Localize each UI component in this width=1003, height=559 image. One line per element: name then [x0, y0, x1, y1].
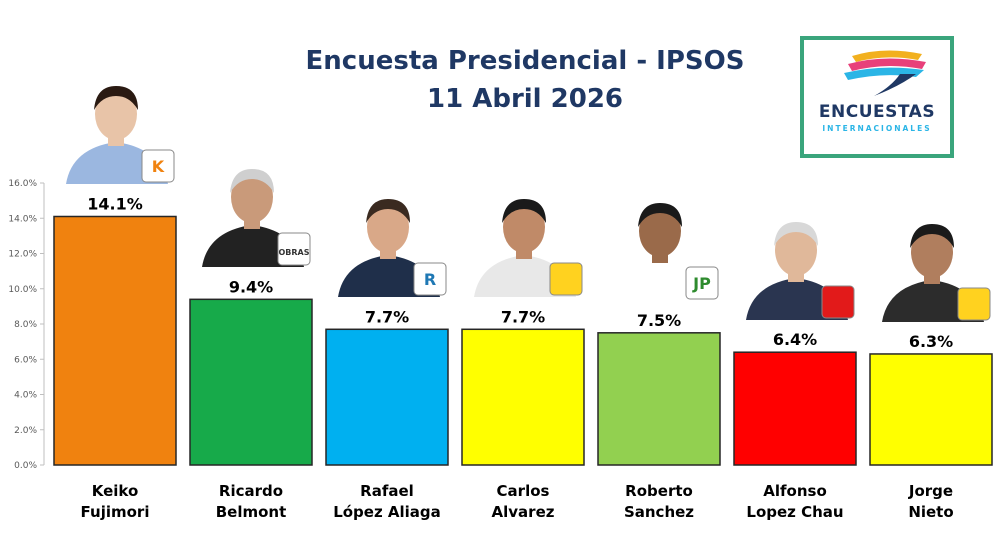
category-label-line: Nieto [908, 503, 954, 521]
y-tick-label: 4.0% [14, 391, 37, 401]
photo-face [95, 88, 137, 141]
category-label: Alfonso Lopez Chau [730, 481, 860, 523]
data-label: 7.7% [501, 307, 545, 326]
photo-hair [366, 199, 410, 224]
y-tick-label: 8.0% [14, 320, 37, 330]
logo-swoosh-icon [844, 50, 926, 96]
candidate-photo [474, 199, 583, 298]
category-label-line: Rafael [360, 482, 414, 500]
photo-face [503, 201, 545, 254]
bar [325, 328, 449, 466]
party-badge-icon [141, 149, 175, 183]
candidate-photo: R [338, 199, 447, 298]
data-label: 14.1% [87, 194, 143, 213]
category-label-line: Belmont [215, 503, 287, 521]
party-badge-text: K [152, 157, 165, 176]
photo-face [911, 225, 953, 278]
chart-title: Encuesta Presidencial - IPSOS 11 Abril 2… [250, 42, 800, 118]
candidate-photo: OBRAS [202, 169, 311, 268]
y-tick-label: 2.0% [14, 426, 37, 436]
category-label: Jorge Nieto [866, 481, 996, 523]
logo-text-sub: INTERNACIONALES [822, 124, 932, 133]
bar [53, 215, 177, 466]
y-tick-label: 0.0% [14, 461, 37, 471]
photo-hair [910, 223, 954, 248]
party-badge-icon [277, 232, 311, 266]
photo-face [639, 204, 681, 257]
photo-hair [502, 199, 546, 224]
data-label: 9.4% [229, 277, 273, 296]
bar [189, 298, 313, 466]
category-label-line: Alfonso [763, 482, 827, 500]
y-tick-label: 16.0% [8, 179, 37, 189]
photo-face [775, 224, 817, 277]
chart-title-line: Encuesta Presidencial - IPSOS [305, 46, 745, 76]
y-tick-label: 10.0% [8, 285, 37, 295]
y-tick-label: 12.0% [8, 250, 37, 260]
party-badge-icon [413, 262, 447, 296]
data-label: 7.5% [637, 311, 681, 330]
category-label-line: Keiko [91, 482, 139, 500]
bar [869, 353, 993, 466]
photo-face [367, 201, 409, 254]
photo-hair [774, 222, 818, 247]
category-label-line: Ricardo [218, 482, 284, 500]
photo-face [231, 171, 273, 224]
data-label: 6.4% [773, 330, 817, 349]
data-label: 6.3% [909, 332, 953, 351]
category-label-line: Sanchez [623, 503, 695, 521]
candidate-photo [746, 222, 855, 321]
data-label: 7.7% [365, 307, 409, 326]
candidate-photo [882, 223, 991, 322]
photo-hair [638, 202, 682, 227]
bar [461, 328, 585, 466]
category-label: Ricardo Belmont [186, 481, 316, 523]
category-label-line: Carlos [496, 482, 550, 500]
category-label-line: Fujimori [80, 503, 150, 521]
y-tick-label: 6.0% [14, 355, 37, 365]
candidate-photo: JP [610, 202, 719, 301]
encuestas-internacionales-logo: ENCUESTAS INTERNACIONALES [800, 36, 954, 158]
party-badge-text: R [424, 270, 436, 289]
category-label-line: Alvarez [491, 503, 555, 521]
party-logo-icon [957, 287, 991, 321]
logo-text-main: ENCUESTAS [818, 102, 936, 122]
party-logo-icon [821, 285, 855, 319]
chart-subtitle: 11 Abril 2026 [426, 84, 624, 114]
category-label: Rafael López Aliaga [322, 481, 452, 523]
category-label: Keiko Fujimori [50, 481, 180, 523]
category-label-line: Lopez Chau [746, 503, 844, 521]
category-label: Roberto Sanchez [594, 481, 724, 523]
y-tick-label: 14.0% [8, 214, 37, 224]
bar [733, 351, 857, 466]
photo-hair [94, 86, 138, 111]
bar [597, 332, 721, 466]
photo-hair [230, 169, 274, 194]
party-badge-text: JP [692, 274, 711, 293]
category-label-line: Jorge [908, 482, 954, 500]
candidate-photo: K [66, 86, 175, 185]
category-label-line: López Aliaga [333, 503, 441, 521]
party-badge-text: OBRAS [278, 248, 309, 257]
category-label-line: Roberto [625, 482, 693, 500]
party-logo-icon [549, 262, 583, 296]
category-label: Carlos Alvarez [458, 481, 588, 523]
party-badge-icon [685, 266, 719, 300]
